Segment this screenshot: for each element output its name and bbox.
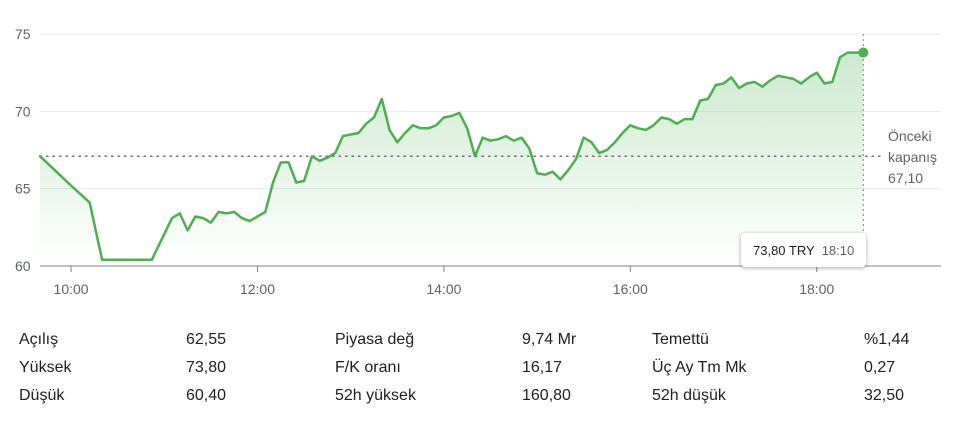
tooltip-price: 73,80 TRY <box>753 242 815 258</box>
stat-label-dividend: Temettü <box>652 331 709 348</box>
stat-value-52w-high: 160,80 <box>522 387 571 404</box>
key-stats-table: Açılış 62,55 Piyasa değ 9,74 Mr Temettü %1,… <box>0 326 960 410</box>
stat-value-market-cap: 9,74 Mr <box>522 331 577 348</box>
price-tooltip: 73,80 TRY 18:10 <box>741 233 867 267</box>
x-tick-label: 14:00 <box>426 281 461 297</box>
previous-close-label-line1: Önceki <box>888 127 932 144</box>
stat-label-52w-low: 52h düşük <box>652 387 726 404</box>
stat-value-quarterly-dividend: 0,27 <box>864 359 896 376</box>
stat-value-52w-low: 32,50 <box>864 387 905 404</box>
tooltip-time: 18:10 <box>821 242 855 258</box>
stat-label-high: Yüksek <box>19 359 72 376</box>
stat-label-market-cap: Piyasa değ <box>335 331 415 348</box>
x-tick-label: 10:00 <box>54 281 89 297</box>
stat-value-high: 73,80 <box>186 359 227 376</box>
stats-row: Düşük 60,40 52h yüksek 160,80 52h düşük 32,… <box>0 382 960 410</box>
stats-row: Yüksek 73,80 F/K oranı 16,17 Üç Ay Tm Mk 0,… <box>0 354 960 382</box>
last-price-dot[interactable] <box>858 47 869 58</box>
x-tick-label: 18:00 <box>799 281 834 297</box>
previous-close-label: Önceki kapanış 67,10 <box>888 127 937 186</box>
stat-value-pe-ratio: 16,17 <box>522 359 563 376</box>
stat-value-dividend: %1,44 <box>864 331 910 348</box>
stat-value-low: 60,40 <box>186 387 227 404</box>
x-axis-ticks: 10:00 12:00 14:00 16:00 18:00 <box>54 266 834 297</box>
stat-value-open: 62,55 <box>186 331 227 348</box>
price-line <box>38 51 865 262</box>
stat-label-low: Düşük <box>19 387 65 404</box>
price-area-fill <box>40 52 864 266</box>
stat-label-quarterly-dividend: Üç Ay Tm Mk <box>652 359 747 376</box>
previous-close-label-line2: kapanış <box>888 149 937 165</box>
y-tick-label: 75 <box>15 26 31 42</box>
stat-label-pe-ratio: F/K oranı <box>335 359 401 376</box>
y-tick-label: 70 <box>15 103 31 119</box>
y-tick-label: 60 <box>15 258 31 274</box>
y-axis-ticks: 60 65 70 75 <box>15 26 31 274</box>
stat-label-52w-high: 52h yüksek <box>335 387 416 404</box>
stats-row: Açılış 62,55 Piyasa değ 9,74 Mr Temettü %1,… <box>0 326 960 354</box>
stat-label-open: Açılış <box>19 331 59 348</box>
y-tick-label: 65 <box>15 181 31 197</box>
x-tick-label: 16:00 <box>613 281 648 297</box>
previous-close-value: 67,10 <box>888 170 923 186</box>
x-tick-label: 12:00 <box>240 281 275 297</box>
